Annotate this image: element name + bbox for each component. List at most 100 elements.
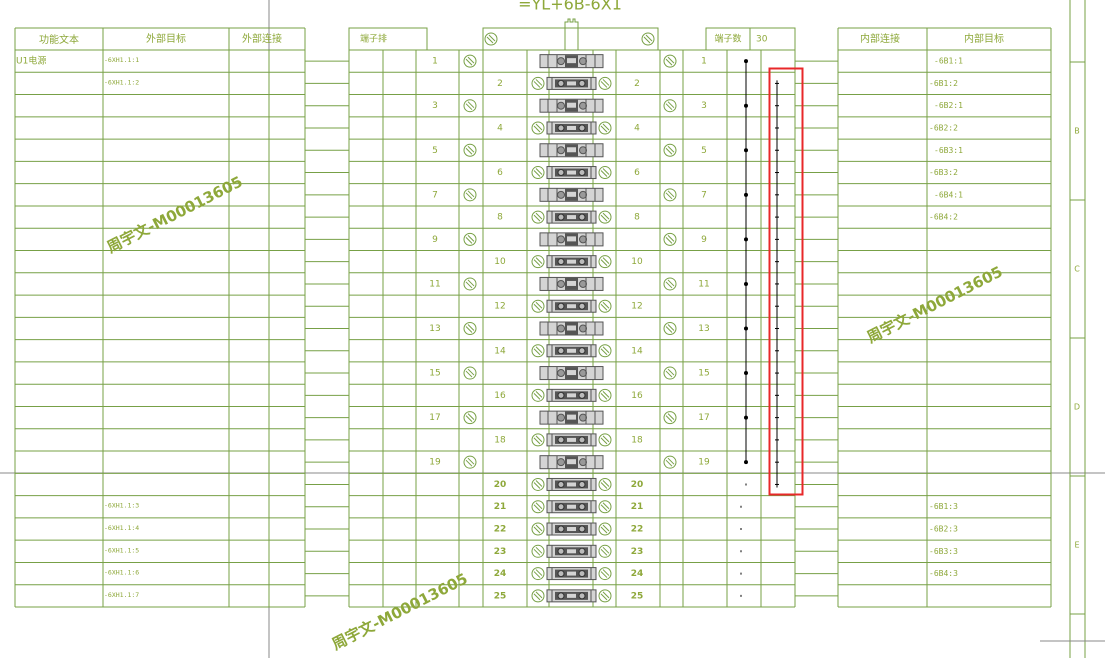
terminal-number: 22 <box>631 525 644 535</box>
screw-slot <box>486 36 494 44</box>
screw-slot <box>602 257 610 265</box>
screw-circle <box>663 455 677 469</box>
terminal-screw <box>557 436 565 444</box>
screw-slot <box>533 593 541 601</box>
terminal-block-icon <box>539 366 604 381</box>
jumper-dot <box>744 237 748 242</box>
terminal-number: 10 <box>631 257 643 267</box>
terminal-screw <box>557 169 565 177</box>
screw-icon <box>598 567 612 581</box>
terminal-count-value: 30 <box>756 35 768 45</box>
screw-circle <box>531 544 545 558</box>
screw-circle <box>531 500 545 514</box>
screw-slot <box>533 392 541 400</box>
terminal-number: 14 <box>494 346 506 356</box>
terminal-number: 25 <box>631 591 644 601</box>
terminal-screw <box>557 79 565 87</box>
terminal-number: 22 <box>494 525 507 535</box>
zone-label: D <box>1074 403 1080 412</box>
internal-target-cell: -6B1:3 <box>929 502 958 511</box>
screw-slot <box>602 502 610 510</box>
terminal-number: 8 <box>634 213 640 223</box>
screw-icon <box>463 99 477 113</box>
terminal-number: 17 <box>429 413 440 423</box>
terminal-number: 20 <box>494 480 507 490</box>
terminal-number: 10 <box>494 257 506 267</box>
watermark: 周宇文-M00013605 <box>329 570 471 654</box>
terminal-screw <box>579 57 587 66</box>
screw-slot <box>465 326 473 333</box>
terminal-number: 1 <box>432 57 438 67</box>
terminal-screw <box>557 413 565 422</box>
screw-icon <box>598 388 612 402</box>
screw-slot <box>665 237 673 244</box>
screw-circle <box>598 544 612 558</box>
terminal-block-icon <box>539 455 604 470</box>
screw-icon <box>663 143 677 157</box>
screw-slot <box>600 526 608 534</box>
terminal-block-icon <box>546 433 597 447</box>
screw-slot <box>535 212 543 220</box>
screw-slot <box>533 482 541 489</box>
terminal-block-icon <box>546 544 597 558</box>
screw-icon <box>663 366 677 380</box>
terminal-block-icon <box>539 187 604 202</box>
screw-slot <box>533 303 541 311</box>
screw-circle <box>598 299 612 313</box>
screw-icon <box>531 589 545 603</box>
internal-target-cell: -6B4:2 <box>929 213 958 222</box>
terminal-strip-label: 端子排 <box>360 33 387 45</box>
jumper-dot <box>744 59 748 64</box>
terminal-number: 23 <box>494 547 507 557</box>
terminal-number: 20 <box>631 480 644 490</box>
terminal-bridge-slot <box>567 191 576 197</box>
screw-circle <box>663 277 677 291</box>
screw-slot <box>665 281 673 289</box>
terminal-number: 1 <box>701 57 707 67</box>
terminal-bridge-slot <box>567 527 576 532</box>
screw-slot <box>600 504 608 512</box>
terminal-number: 14 <box>631 346 643 356</box>
screw-slot <box>643 36 651 44</box>
screw-slot <box>602 79 610 86</box>
external-target-cell: -6XH1.1:1 <box>104 56 139 64</box>
screw-circle <box>598 433 612 447</box>
screw-slot <box>535 502 543 510</box>
screw-slot <box>665 192 673 200</box>
terminal-bridge-slot <box>567 593 576 598</box>
terminal-block-icon <box>539 321 604 336</box>
terminal-bridge-slot <box>567 170 576 175</box>
screw-icon <box>463 277 477 291</box>
screw-slot <box>533 548 541 556</box>
terminal-screw <box>578 547 586 555</box>
screw-slot <box>602 435 610 443</box>
screw-circle <box>463 99 477 113</box>
terminal-screw <box>579 369 587 378</box>
screw-circle <box>531 255 545 269</box>
screw-slot <box>467 368 475 376</box>
screw-slot <box>467 279 475 287</box>
screw-icon <box>531 477 545 491</box>
screw-slot <box>602 569 610 576</box>
terminal-number: 15 <box>429 369 440 379</box>
screw-icon <box>463 143 477 157</box>
jumper-dot <box>744 371 748 376</box>
terminal-block-icon <box>546 255 597 269</box>
screw-circle <box>463 232 477 246</box>
terminal-bridge-slot <box>567 125 576 130</box>
screw-slot <box>602 168 610 175</box>
screw-slot <box>602 123 610 131</box>
screw-circle <box>598 477 612 491</box>
screw-icon <box>598 166 612 180</box>
screw-slot <box>602 346 610 354</box>
terminal-number: 16 <box>631 391 643 401</box>
header-internal-target: 内部目标 <box>964 32 1004 45</box>
screw-icon <box>663 455 677 469</box>
screw-slot <box>600 392 608 400</box>
internal-target-cell: -6B2:3 <box>929 525 958 534</box>
terminal-screw <box>557 347 565 355</box>
zone-label: B <box>1074 127 1080 136</box>
screw-slot <box>465 58 473 66</box>
terminal-screw <box>578 391 586 399</box>
terminal-screw <box>579 101 587 110</box>
